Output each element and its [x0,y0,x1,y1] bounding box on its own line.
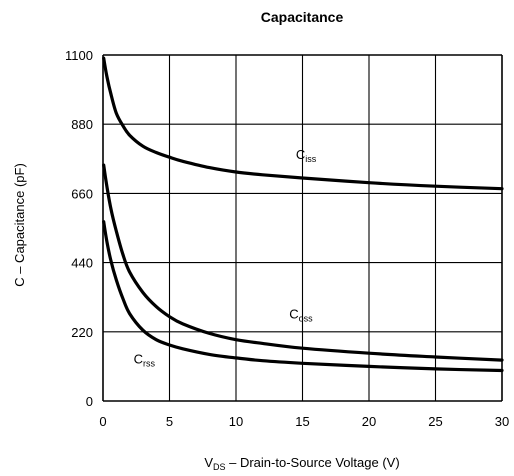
x-tick-label: 25 [428,414,442,429]
series-label-rss: Crss [134,351,156,368]
series-label-sub: oss [299,314,314,324]
x-tick-label: 0 [99,414,106,429]
x-tick-label: 5 [166,414,173,429]
x-axis-label-sub: DS [213,462,226,472]
x-axis-label-main: V [204,455,213,470]
x-axis-label-rest: – Drain-to-Source Voltage (V) [226,455,400,470]
series-label-main: C [296,147,305,162]
series-label-iss: Ciss [296,147,317,164]
series-label-oss: Coss [289,307,313,324]
y-tick-label: 440 [71,256,93,271]
x-tick-label: 10 [229,414,243,429]
y-tick-label: 0 [86,394,93,409]
x-tick-labels: 0 5 10 15 20 25 30 [99,414,509,429]
x-axis-label: VDS – Drain-to-Source Voltage (V) [204,455,399,472]
series-label-main: C [289,307,298,322]
y-tick-label: 220 [71,325,93,340]
series-line-rss [102,220,504,373]
series-label-sub: iss [305,154,316,164]
series-label-sub: rss [143,358,155,368]
series-group [102,56,504,373]
y-axis-label: C – Capacitance (pF) [12,163,27,287]
grid [102,54,503,402]
x-tick-label: 20 [362,414,376,429]
x-tick-label: 30 [495,414,509,429]
series-label-main: C [134,351,143,366]
x-tick-label: 15 [295,414,309,429]
y-tick-label: 1100 [65,48,93,63]
series-line-iss [102,56,504,191]
y-tick-label: 660 [71,186,93,201]
chart-title: Capacitance [261,9,344,25]
y-tick-label: 880 [71,117,93,132]
series-line-oss [102,163,504,362]
y-tick-labels: 0 220 440 660 880 1100 [65,48,93,409]
